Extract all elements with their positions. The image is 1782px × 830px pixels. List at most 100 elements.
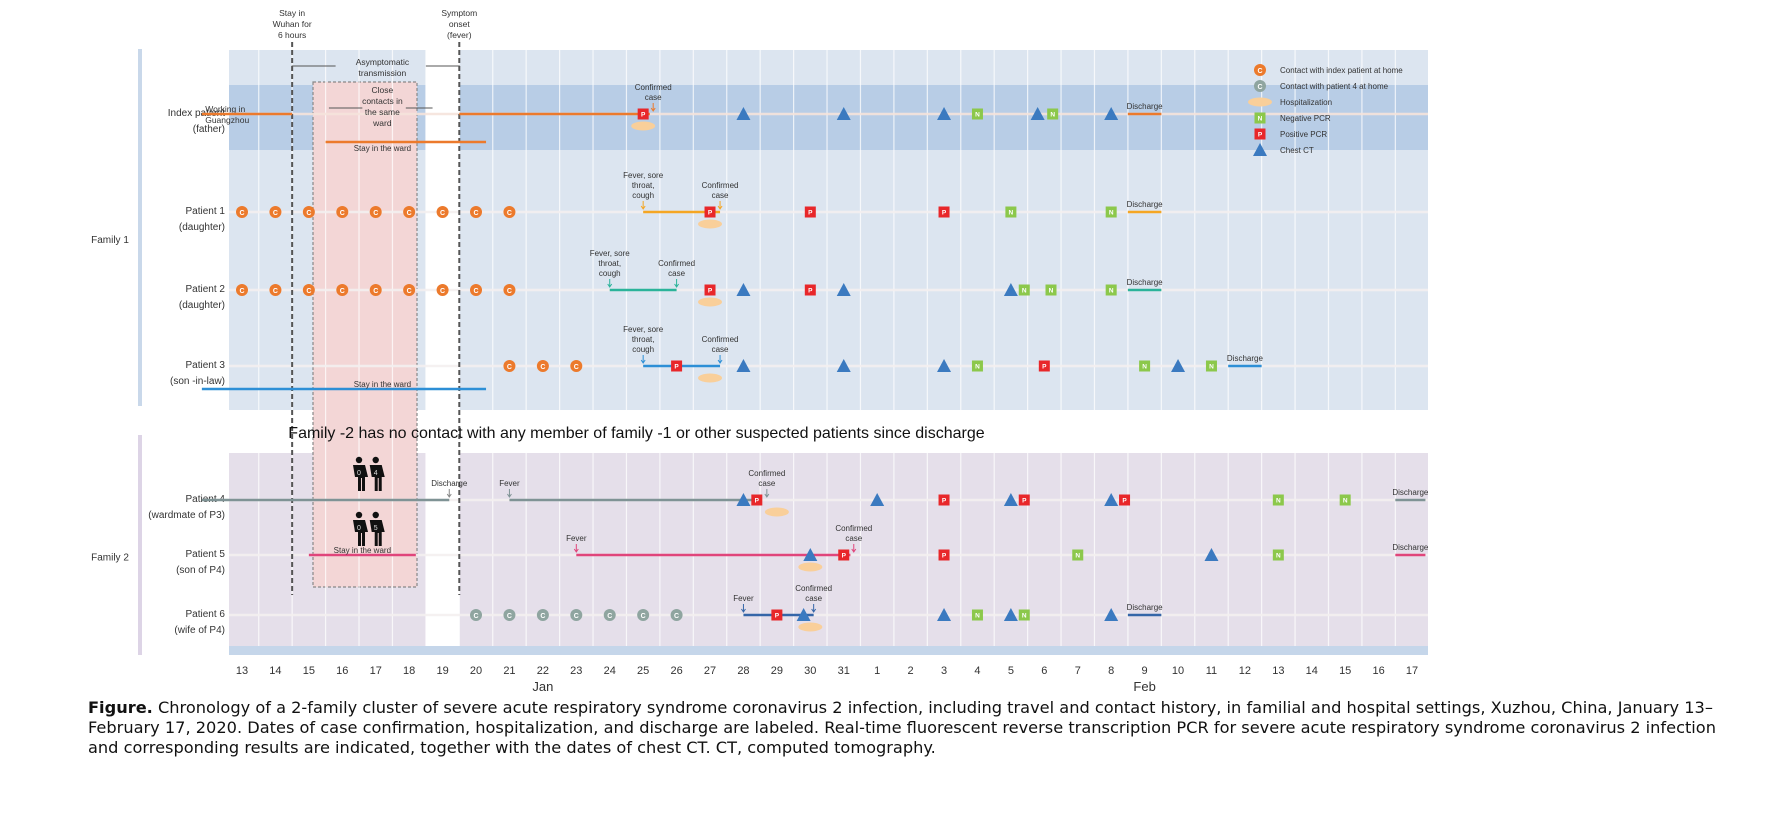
annotation-arrow xyxy=(446,489,452,498)
event-annotation: case xyxy=(712,191,729,200)
close-contacts-label: the same xyxy=(365,107,400,117)
top-annotation: onset xyxy=(449,19,470,29)
contact-glyph: C xyxy=(607,613,612,620)
hospitalization-icon xyxy=(698,373,723,383)
pcr-glyph: P xyxy=(1042,364,1047,371)
chest-ct-icon xyxy=(1204,548,1219,561)
chest-ct-icon xyxy=(1253,143,1267,156)
person-body xyxy=(353,520,369,546)
event-annotation: cough xyxy=(632,345,654,354)
pcr-glyph: P xyxy=(708,210,713,217)
negative-pcr-icon xyxy=(1018,609,1030,621)
chest-ct-icon xyxy=(1003,283,1018,296)
discharge-label: Discharge xyxy=(1127,278,1164,287)
x-tick-label: 14 xyxy=(1306,665,1318,677)
legend-label: Chest CT xyxy=(1280,146,1314,155)
contact-p4-icon xyxy=(670,609,683,621)
person-label: 0 xyxy=(357,470,361,477)
contact-glyph: C xyxy=(641,613,646,620)
chest-ct-icon xyxy=(1104,608,1119,621)
legend-label: Contact with patient 4 at home xyxy=(1280,82,1389,91)
hospitalization-icon xyxy=(798,562,823,572)
pcr-glyph: N xyxy=(1109,210,1114,217)
pcr-glyph: N xyxy=(1050,112,1055,119)
event-annotation: cough xyxy=(599,269,621,278)
pcr-glyph: N xyxy=(1209,364,1214,371)
pcr-glyph: N xyxy=(1258,116,1263,123)
x-tick-label: 29 xyxy=(771,665,783,677)
row-label: (son -in-law) xyxy=(170,376,225,387)
event-annotation: Fever, sore xyxy=(623,171,664,180)
family2-note: Family -2 has no contact with any member… xyxy=(288,425,984,442)
contact-index-icon xyxy=(302,284,315,296)
group-label: Family 1 xyxy=(91,235,129,246)
chest-ct-icon xyxy=(796,608,811,621)
annotation-arrow xyxy=(640,355,646,364)
event-annotation: throat, xyxy=(632,335,655,344)
row-label: (father) xyxy=(193,124,225,135)
x-tick-label: 24 xyxy=(604,665,616,677)
positive-pcr-icon xyxy=(1038,360,1050,372)
chest-ct-icon xyxy=(937,608,952,621)
contact-glyph: C xyxy=(306,210,311,217)
pcr-glyph: P xyxy=(942,210,947,217)
event-annotation: Confirmed xyxy=(635,83,672,92)
chest-ct-icon xyxy=(836,359,851,372)
figure-caption: Figure. Chronology of a 2-family cluster… xyxy=(88,698,1748,758)
contact-index-icon xyxy=(436,206,449,218)
pcr-glyph: P xyxy=(1122,498,1127,505)
person-icon xyxy=(353,456,369,491)
event-annotation: Discharge xyxy=(431,479,468,488)
contact-glyph: C xyxy=(373,210,378,217)
pcr-glyph: N xyxy=(1142,364,1147,371)
contact-glyph: C xyxy=(1257,84,1262,91)
legend-label: Positive PCR xyxy=(1280,130,1327,139)
negative-pcr-icon xyxy=(1047,108,1059,120)
ward-stay-label: Stay in the ward xyxy=(334,546,391,555)
negative-pcr-icon xyxy=(1205,360,1217,372)
legend-label: Hospitalization xyxy=(1280,98,1332,107)
contact-p4-icon xyxy=(603,609,616,621)
chest-ct-icon xyxy=(1104,107,1119,120)
row-label: Patient 1 xyxy=(186,206,226,217)
contact-glyph: C xyxy=(340,210,345,217)
contact-p4-icon xyxy=(536,609,549,621)
chest-ct-icon xyxy=(1030,107,1045,120)
annotation-arrow xyxy=(851,544,857,553)
person-head xyxy=(372,456,379,464)
x-tick-label: 15 xyxy=(1339,665,1351,677)
negative-pcr-icon xyxy=(1339,494,1351,506)
group-label: Family 2 xyxy=(91,553,129,564)
contact-glyph: C xyxy=(440,210,445,217)
negative-pcr-icon xyxy=(1018,284,1030,296)
contact-index-icon xyxy=(369,206,382,218)
ward-box xyxy=(312,81,418,588)
contact-index-icon xyxy=(1254,64,1266,76)
close-contacts-label: ward xyxy=(372,118,392,128)
positive-pcr-icon xyxy=(1254,128,1266,140)
contact-p4-icon xyxy=(637,609,650,621)
chest-ct-icon xyxy=(1003,608,1018,621)
contact-glyph: C xyxy=(273,210,278,217)
event-annotation: Confirmed xyxy=(835,524,872,533)
contact-index-icon xyxy=(570,360,583,372)
pcr-glyph: N xyxy=(1276,553,1281,560)
negative-pcr-icon xyxy=(1139,360,1151,372)
x-tick-label: 1 xyxy=(874,665,880,677)
row-label: Patient 5 xyxy=(186,549,226,560)
contact-index-icon xyxy=(403,284,416,296)
discharge-label: Discharge xyxy=(1127,603,1164,612)
positive-pcr-icon xyxy=(637,108,649,120)
contact-index-icon xyxy=(503,284,516,296)
event-annotation: case xyxy=(712,345,729,354)
positive-pcr-icon xyxy=(804,206,816,218)
hospitalization-icon xyxy=(764,507,789,517)
pcr-glyph: N xyxy=(1109,288,1114,295)
x-tick-label: 8 xyxy=(1108,665,1114,677)
contact-index-icon xyxy=(302,206,315,218)
contact-index-icon xyxy=(369,284,382,296)
pcr-glyph: P xyxy=(755,498,760,505)
hospitalization-icon xyxy=(798,622,823,632)
contact-index-icon xyxy=(503,206,516,218)
row-label: Patient 6 xyxy=(186,609,226,620)
